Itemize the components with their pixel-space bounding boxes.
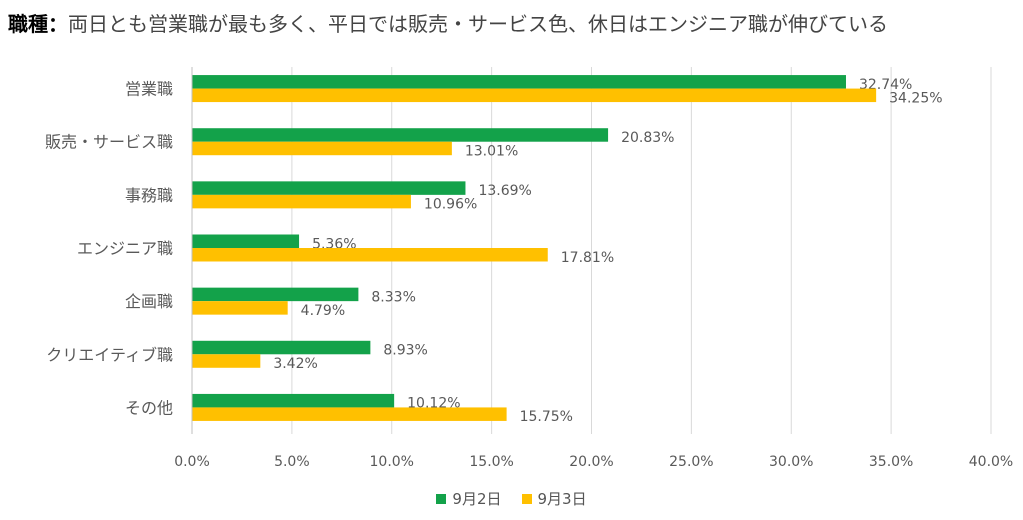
x-tick-label: 25.0% — [669, 454, 713, 470]
data-label: 13.69% — [478, 183, 531, 199]
category-label: エンジニア職 — [77, 239, 173, 258]
data-label: 10.96% — [424, 197, 477, 213]
data-label: 17.81% — [561, 250, 614, 266]
category-label: 企画職 — [125, 292, 173, 311]
data-label: 20.83% — [621, 130, 674, 146]
x-tick-label: 10.0% — [370, 454, 414, 470]
bar-sep3 — [192, 354, 261, 368]
chart-title-text: 両日とも営業職が最も多く、平日では販売・サービス色、休日はエンジニア職が伸びてい… — [68, 12, 888, 36]
legend: 9月2日 9月3日 — [0, 488, 1023, 509]
data-label: 15.75% — [520, 409, 573, 425]
category-label: 事務職 — [125, 186, 173, 205]
legend-swatch — [436, 493, 447, 504]
bar-sep3 — [192, 301, 288, 315]
category-label: クリエイティブ職 — [46, 345, 173, 364]
bar-sep2 — [192, 287, 359, 302]
bar-sep2 — [192, 75, 846, 89]
x-tick-label: 0.0% — [174, 454, 210, 470]
category-label: 販売・サービス職 — [45, 133, 173, 152]
x-tick-label: 15.0% — [469, 454, 513, 470]
x-tick-label: 40.0% — [969, 454, 1013, 470]
x-tick-label: 30.0% — [769, 454, 813, 470]
data-label: 8.33% — [371, 289, 415, 305]
x-tick-label: 35.0% — [869, 454, 913, 470]
data-label: 13.01% — [465, 143, 518, 159]
chart-title-bold: 職種 — [8, 12, 48, 36]
bar-sep3 — [192, 407, 507, 421]
legend-label: 9月3日 — [537, 490, 587, 508]
x-tick-label: 5.0% — [274, 454, 310, 470]
bar-sep3 — [192, 141, 452, 156]
bar-sep2 — [192, 181, 466, 195]
legend-item: 9月2日 — [436, 488, 502, 509]
bar-sep3 — [192, 88, 877, 103]
data-label: 8.93% — [383, 343, 427, 359]
bar-sep3 — [192, 248, 548, 262]
category-label: 営業職 — [125, 80, 173, 99]
bar-sep2 — [192, 234, 300, 248]
bar-sep2 — [192, 340, 371, 355]
data-label: 4.79% — [301, 303, 345, 319]
legend-swatch — [521, 493, 532, 504]
legend-label: 9月2日 — [452, 490, 502, 508]
data-label: 34.25% — [889, 90, 942, 106]
legend-item: 9月3日 — [521, 488, 587, 509]
bar-chart: 0.0% 5.0% 10.0% 15.0% 20.0% 25.0% 30.0% 35.0% 40… — [45, 67, 1013, 470]
category-label: その他 — [125, 398, 173, 417]
x-tick-label: 20.0% — [569, 454, 613, 470]
bar-sep2 — [192, 128, 609, 142]
bar-sep3 — [192, 194, 411, 209]
chart-title: 職種：両日とも営業職が最も多く、平日では販売・サービス色、休日はエンジニア職が伸… — [8, 8, 888, 37]
chart-title-colon: ： — [48, 12, 68, 36]
data-label: 3.42% — [273, 356, 317, 372]
bar-sep2 — [192, 393, 395, 408]
